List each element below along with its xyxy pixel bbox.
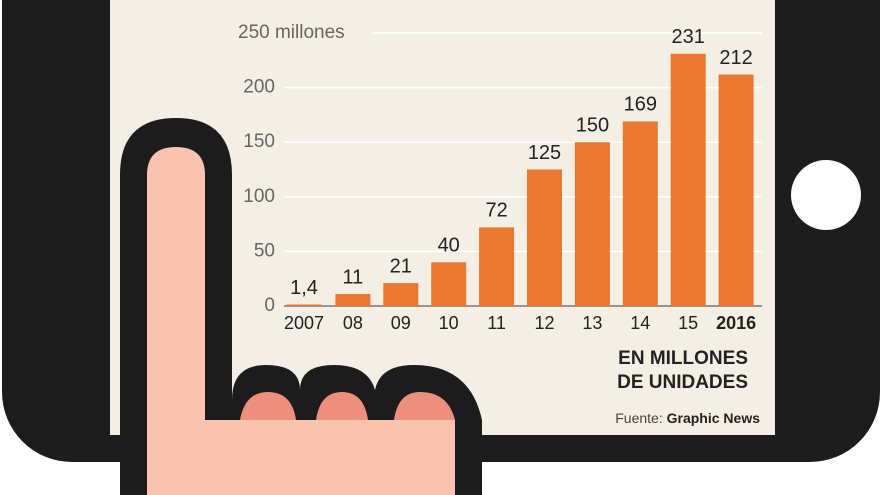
- bar: [670, 53, 706, 306]
- value-label: 231: [672, 26, 705, 48]
- note: EN MILLONES: [618, 348, 748, 369]
- y-tick-label: 50: [254, 240, 275, 261]
- bar: [718, 74, 754, 306]
- y-tick-label: 250 millones: [238, 22, 345, 43]
- source-label: Fuente:: [615, 410, 662, 426]
- y-tick-label: 100: [243, 186, 275, 207]
- plot-area: 0 50 100 150 200 250 millones 1,4 2007 11 08 21 09 4…: [238, 22, 762, 333]
- value-label: 72: [485, 200, 507, 222]
- x-tick-label: 10: [439, 313, 459, 333]
- x-tick-label: 15: [678, 313, 698, 333]
- source: Fuente: Graphic News: [615, 410, 760, 426]
- note: DE UNIDADES: [617, 372, 748, 393]
- x-tick-label: 14: [630, 313, 650, 333]
- bar: [479, 227, 515, 306]
- bar: [574, 142, 610, 306]
- bar: [286, 304, 322, 306]
- bar: [431, 262, 467, 306]
- value-label: 169: [624, 94, 657, 116]
- x-tick-label: 12: [534, 313, 554, 333]
- bar: [383, 283, 419, 306]
- x-tick-label: 2016: [716, 313, 756, 333]
- y-tick-label: 200: [243, 77, 275, 98]
- x-tick-label: 13: [582, 313, 602, 333]
- value-label: 21: [390, 255, 412, 277]
- x-tick-label: 2007: [284, 313, 324, 333]
- hand: [120, 118, 482, 495]
- value-label: 125: [528, 142, 561, 164]
- x-tick-label: 08: [343, 313, 363, 333]
- value-label: 1,4: [290, 277, 318, 299]
- x-tick-label: 09: [391, 313, 411, 333]
- y-tick-label: 0: [264, 295, 275, 316]
- bar: [527, 169, 562, 306]
- value-label: 212: [719, 47, 752, 69]
- bar: [622, 121, 658, 307]
- value-label: 40: [438, 235, 460, 257]
- value-label: 150: [576, 114, 609, 136]
- bar: [335, 293, 371, 306]
- y-tick-label: 150: [243, 131, 275, 152]
- source-name: Graphic News: [667, 410, 761, 426]
- value-label: 11: [343, 266, 364, 288]
- home-button[interactable]: [791, 160, 861, 230]
- x-tick-label: 11: [487, 313, 506, 333]
